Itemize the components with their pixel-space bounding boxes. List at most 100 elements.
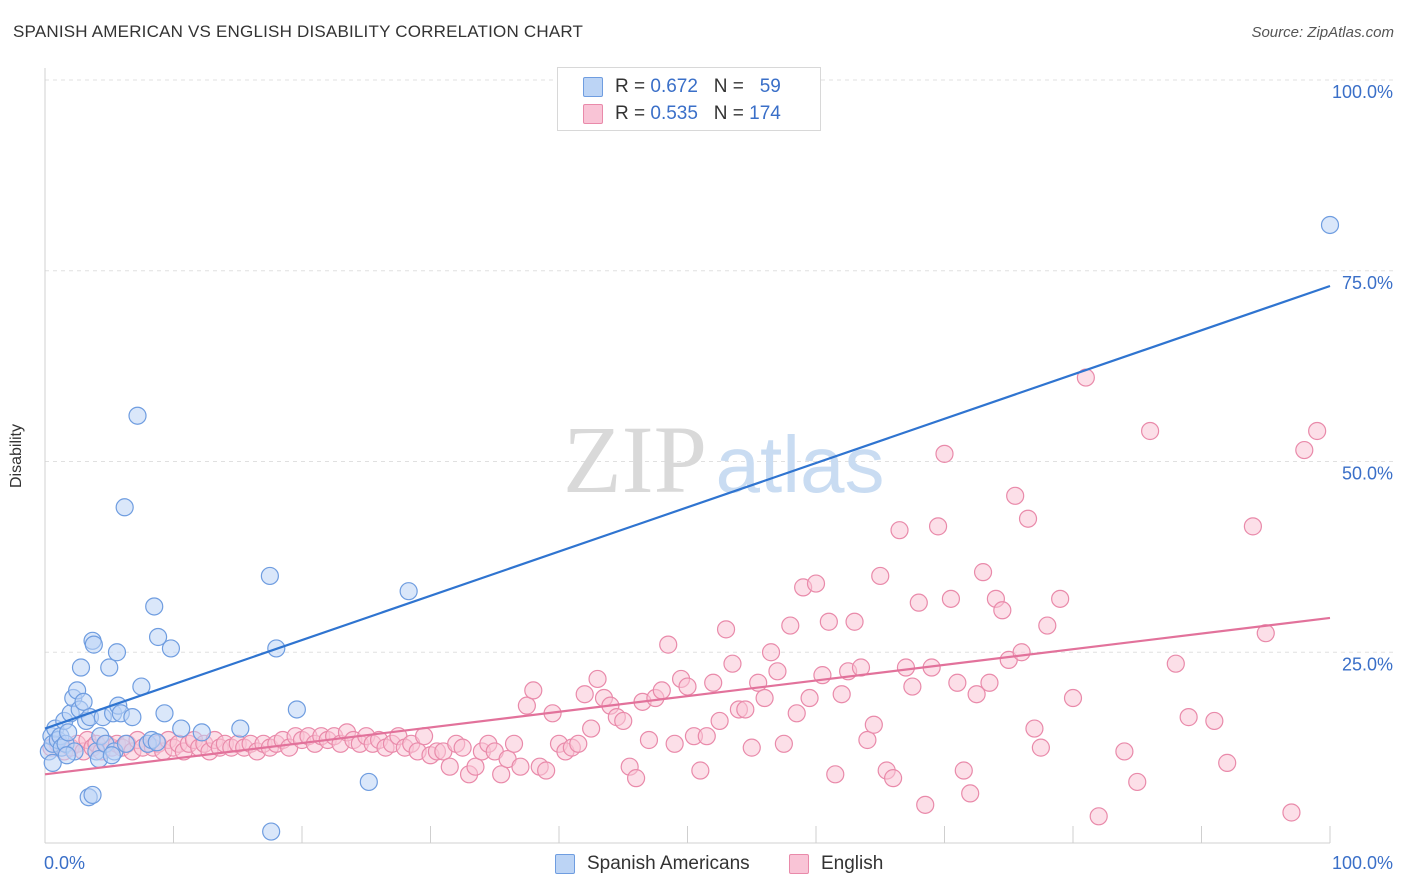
spanish-american-point xyxy=(399,582,418,601)
english-point xyxy=(736,700,755,719)
english-point xyxy=(1038,616,1057,635)
grid-lines xyxy=(45,79,1395,653)
english-point xyxy=(588,669,607,689)
english-point xyxy=(1308,421,1327,441)
spanish-american-point xyxy=(116,734,136,753)
spanish-american-point xyxy=(84,635,103,654)
english-point xyxy=(845,612,864,631)
spanish-american-point xyxy=(262,822,281,841)
spanish-american-point xyxy=(115,498,134,517)
legend-r-value: 0.672 xyxy=(650,76,698,97)
english-point xyxy=(948,673,967,692)
bottom-legend-label: Spanish Americans xyxy=(587,853,750,874)
english-point xyxy=(504,734,524,753)
watermark-atlas: atlas xyxy=(716,420,885,509)
english-point xyxy=(826,765,845,784)
legend-r-label: R = xyxy=(615,76,651,97)
english-point xyxy=(967,685,986,704)
spanish-american-point xyxy=(172,719,191,738)
english-point xyxy=(903,677,922,696)
english-point xyxy=(1012,643,1031,662)
english-point xyxy=(440,757,459,776)
english-point xyxy=(973,563,993,582)
spanish-american-point xyxy=(57,746,76,765)
english-point xyxy=(716,620,736,639)
spanish-american-point xyxy=(147,733,166,752)
english-point xyxy=(961,784,980,803)
english-point xyxy=(1006,486,1025,505)
legend-swatch-blue xyxy=(583,77,603,97)
english-point xyxy=(781,616,800,635)
english-point xyxy=(806,574,826,593)
spanish-american-point xyxy=(107,643,127,662)
english-point xyxy=(871,566,890,586)
legend-swatch-pink xyxy=(583,104,603,124)
english-point xyxy=(665,734,684,753)
english-point xyxy=(1063,688,1083,708)
spanish-american-point xyxy=(148,627,168,647)
spanish-american-point xyxy=(59,723,78,742)
english-point xyxy=(1018,509,1038,528)
trend-lines xyxy=(44,284,1331,776)
english-point xyxy=(697,727,716,746)
spanish-american-point xyxy=(145,597,164,616)
spanish-american-point xyxy=(231,719,250,738)
spanish-american-point xyxy=(260,566,279,586)
english-point xyxy=(916,795,935,814)
english-point xyxy=(453,738,472,757)
english-point xyxy=(517,696,536,715)
english-point xyxy=(1243,517,1263,536)
axes xyxy=(44,68,1331,844)
english-point xyxy=(678,677,697,696)
spanish-american-trend-line xyxy=(44,284,1331,730)
english-trend-line xyxy=(44,616,1331,776)
bottom-legend-english: English xyxy=(789,852,883,876)
english-point xyxy=(883,769,903,788)
english-point xyxy=(941,589,961,608)
english-point xyxy=(1128,772,1147,792)
english-point xyxy=(492,765,511,784)
english-point xyxy=(909,593,928,612)
x-tick-label-max: 100.0% xyxy=(1332,853,1393,873)
correlation-legend: R = 0.672 N = 59 R = 0.535 N = 174 xyxy=(557,67,821,131)
english-point xyxy=(832,685,851,704)
legend-n-value: 174 xyxy=(749,103,781,124)
y-tick-label: 75.0% xyxy=(1342,273,1393,293)
english-point xyxy=(742,738,761,757)
english-point xyxy=(928,517,948,536)
english-point xyxy=(864,715,883,734)
spanish-american-point xyxy=(287,700,306,719)
legend-r-value: 0.535 xyxy=(650,103,698,124)
english-point xyxy=(723,654,742,673)
english-point xyxy=(935,444,954,463)
english-point xyxy=(614,711,633,731)
legend-n-label: N = xyxy=(713,103,750,124)
english-point xyxy=(774,734,793,753)
y-tick-label: 100.0% xyxy=(1332,82,1393,102)
bottom-legend-spanish-americans: Spanish Americans xyxy=(555,852,750,876)
english-point xyxy=(1025,719,1044,738)
english-point xyxy=(414,727,434,746)
english-point xyxy=(1166,654,1185,673)
english-point xyxy=(582,719,601,738)
spanish-american-point xyxy=(102,746,121,765)
english-point xyxy=(1140,421,1160,441)
bottom-legend-label: English xyxy=(821,853,884,874)
english-point xyxy=(1115,742,1134,761)
bottom-legend-swatch-pink xyxy=(789,854,809,874)
english-point xyxy=(954,761,973,780)
watermark: ZIP atlas xyxy=(563,406,884,513)
watermark-zip: ZIP xyxy=(563,406,707,513)
x-tick-label-min: 0.0% xyxy=(44,853,85,873)
english-point xyxy=(800,688,819,708)
spanish-american-point xyxy=(192,723,211,742)
english-point xyxy=(755,688,774,708)
english-point xyxy=(524,681,543,700)
english-point xyxy=(1295,440,1314,460)
spanish-american-point xyxy=(1320,215,1340,235)
english-point xyxy=(652,681,671,700)
english-point xyxy=(569,734,588,753)
english-point xyxy=(819,612,838,631)
spanish-american-point xyxy=(155,704,174,723)
